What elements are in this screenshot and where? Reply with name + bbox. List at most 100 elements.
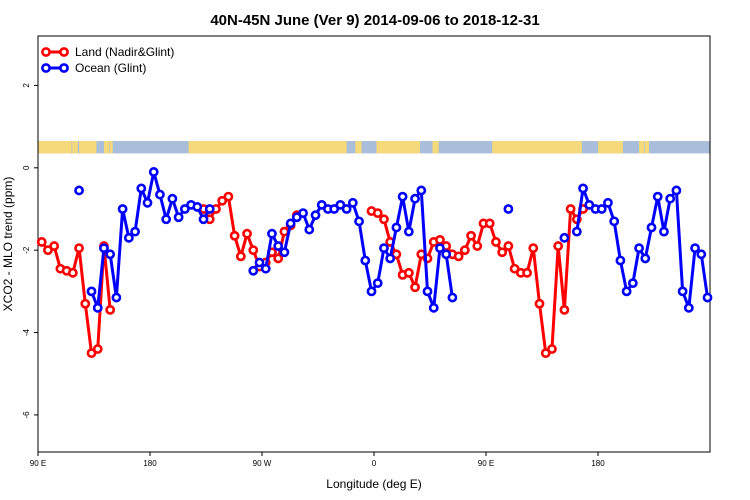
ocean-series bbox=[74, 167, 713, 313]
ocean-point bbox=[571, 226, 582, 237]
land-point bbox=[534, 298, 545, 309]
ocean-point bbox=[652, 191, 663, 202]
land-point bbox=[459, 245, 470, 256]
land-point bbox=[67, 267, 78, 278]
land-point bbox=[36, 237, 47, 247]
land-segment bbox=[639, 141, 645, 154]
ocean-point bbox=[354, 216, 364, 227]
ocean-point bbox=[298, 208, 308, 219]
land-point bbox=[466, 230, 476, 241]
ocean-point bbox=[627, 278, 638, 289]
ocean-point bbox=[155, 189, 165, 200]
ocean-point bbox=[92, 302, 103, 313]
ocean-point bbox=[123, 232, 134, 243]
ocean-point bbox=[86, 286, 97, 297]
ocean-point bbox=[403, 226, 414, 237]
legend: Land (Nadir&Glint) Ocean (Glint) bbox=[41, 45, 174, 75]
ocean-point bbox=[447, 292, 458, 303]
land-point bbox=[472, 241, 483, 251]
y-tick-label: -6 bbox=[22, 411, 31, 419]
land-segment bbox=[188, 141, 347, 154]
ocean-point bbox=[422, 286, 433, 297]
x-tick-label: 90 E bbox=[30, 459, 46, 468]
x-axis: 90 E 180 90 W 0 90 E 180 bbox=[30, 452, 605, 468]
y-tick-label: -2 bbox=[22, 246, 31, 254]
land-point bbox=[484, 218, 495, 229]
ocean-point bbox=[366, 286, 377, 297]
ocean-point bbox=[130, 226, 140, 237]
y-tick-label: 0 bbox=[22, 165, 31, 170]
chart-title: 40N-45N June (Ver 9) 2014-09-06 to 2018-… bbox=[210, 12, 539, 29]
ocean-point bbox=[441, 249, 452, 260]
ocean-point bbox=[248, 265, 259, 276]
x-tick-label: 90 W bbox=[253, 459, 272, 468]
series-layer bbox=[36, 167, 713, 359]
land-point bbox=[273, 253, 284, 264]
ocean-point bbox=[285, 218, 296, 229]
legend-land-marker bbox=[59, 47, 69, 57]
ocean-point bbox=[621, 286, 632, 297]
ocean-point bbox=[683, 302, 694, 313]
plot-frame bbox=[37, 35, 711, 453]
ocean-point bbox=[559, 232, 570, 243]
x-tick-label: 90 E bbox=[478, 459, 494, 468]
ocean-point bbox=[105, 249, 116, 260]
land-point bbox=[105, 305, 116, 315]
land-point bbox=[503, 241, 514, 251]
land-point bbox=[229, 230, 240, 241]
ocean-point bbox=[428, 302, 439, 313]
ocean-point bbox=[74, 185, 84, 196]
ocean-point bbox=[410, 193, 420, 204]
ocean-point bbox=[696, 249, 707, 260]
ocean-point bbox=[379, 243, 389, 254]
ocean-point bbox=[347, 197, 358, 208]
ocean-point bbox=[634, 243, 644, 254]
land-point bbox=[528, 243, 539, 254]
ocean-point bbox=[204, 204, 215, 214]
land-point bbox=[491, 237, 501, 247]
legend-ocean-marker bbox=[41, 63, 51, 73]
land-segment bbox=[355, 141, 362, 154]
y-axis: 2 0 -2 -4 -6 bbox=[22, 83, 38, 419]
ocean-point bbox=[435, 243, 445, 254]
ocean-point bbox=[173, 212, 184, 223]
ocean-point bbox=[360, 255, 371, 266]
land-segment bbox=[432, 141, 439, 154]
ocean-point bbox=[578, 183, 588, 194]
ocean-point bbox=[111, 292, 122, 303]
ocean-point bbox=[677, 286, 688, 297]
land-ocean-strip bbox=[38, 141, 710, 154]
ocean-point bbox=[609, 216, 620, 227]
land-segment bbox=[79, 141, 97, 154]
land-point bbox=[453, 251, 464, 262]
legend-ocean-marker bbox=[59, 63, 69, 73]
ocean-point bbox=[167, 193, 178, 204]
legend-land-marker bbox=[41, 47, 51, 57]
land-segment bbox=[618, 141, 623, 154]
ocean-point bbox=[503, 204, 514, 214]
land-point bbox=[559, 305, 570, 315]
land-point bbox=[553, 241, 564, 251]
land-point bbox=[80, 298, 91, 309]
ocean-point bbox=[397, 191, 408, 202]
ocean-point bbox=[136, 183, 147, 194]
land-segment bbox=[492, 141, 582, 154]
ocean-point bbox=[702, 292, 713, 303]
ocean-point bbox=[117, 204, 128, 214]
ocean-point bbox=[192, 202, 203, 212]
land-point bbox=[49, 241, 60, 251]
ocean-point bbox=[603, 197, 613, 208]
land-point bbox=[435, 234, 445, 245]
ocean-point bbox=[267, 228, 277, 239]
ocean-point bbox=[665, 193, 676, 204]
ocean-point bbox=[341, 204, 352, 214]
ocean-point bbox=[615, 255, 626, 266]
y-tick-label: -4 bbox=[22, 328, 31, 336]
land-point bbox=[547, 344, 557, 354]
ocean-point bbox=[198, 214, 209, 225]
ocean-point bbox=[161, 214, 172, 225]
land-point bbox=[410, 282, 420, 293]
ocean-point bbox=[260, 263, 271, 274]
ocean-point bbox=[646, 222, 657, 233]
land-segment bbox=[72, 141, 78, 154]
